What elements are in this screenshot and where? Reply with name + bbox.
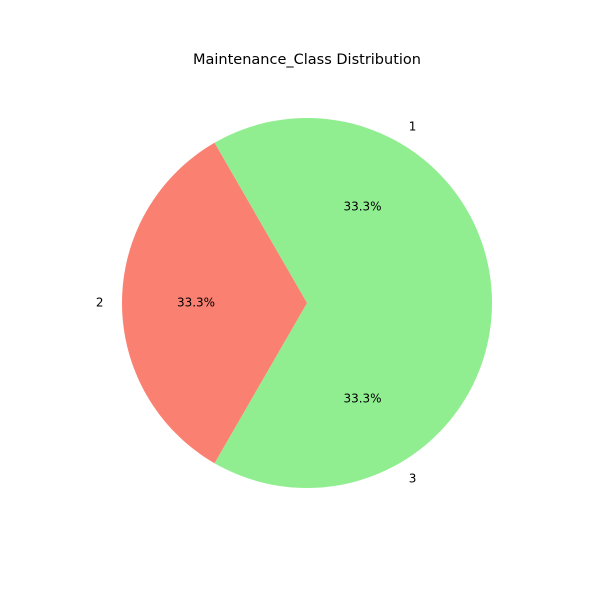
percent-label-1: 33.3% — [343, 199, 381, 213]
pie-labels: 1 33.3% 3 33.3% 2 33.3% — [96, 119, 417, 485]
pie-slices — [122, 118, 492, 488]
pie-slice-2 — [122, 142, 307, 464]
percent-label-3: 33.3% — [343, 392, 381, 406]
slice-label-3: 3 — [409, 472, 417, 486]
pie-slice-1 — [214, 118, 492, 303]
percent-label-2: 33.3% — [177, 296, 215, 310]
slice-label-2: 2 — [96, 296, 104, 310]
pie-slice-3 — [214, 303, 492, 488]
slice-label-1: 1 — [409, 119, 417, 133]
chart-title: Maintenance_Class Distribution — [193, 52, 421, 68]
